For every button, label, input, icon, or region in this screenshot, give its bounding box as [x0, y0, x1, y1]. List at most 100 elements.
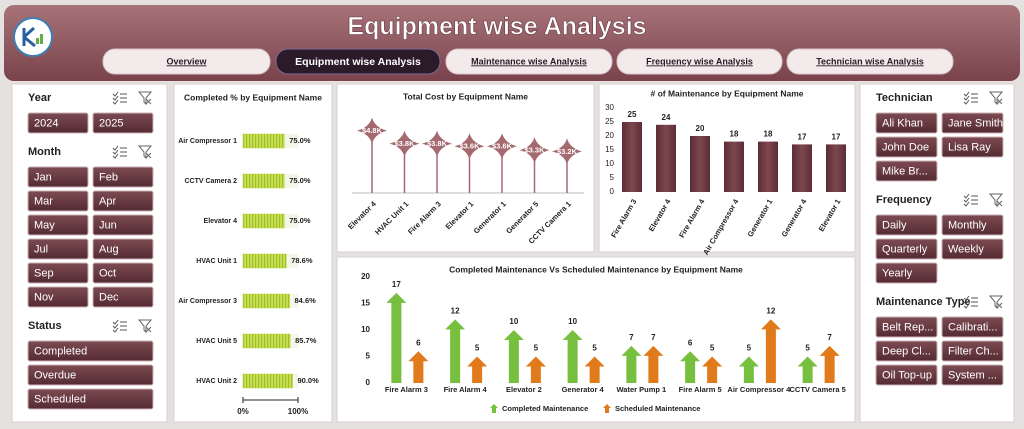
slicer-button[interactable] [941, 316, 1004, 338]
nav-tab-label[interactable]: Overview [166, 56, 207, 66]
multi-select-icon[interactable] [112, 91, 127, 105]
nav-tab[interactable] [786, 48, 954, 75]
slicer-button[interactable] [941, 340, 1004, 362]
slicer-button-label[interactable]: 2024 [34, 117, 58, 129]
slicer-button[interactable] [92, 214, 154, 236]
slicer-button-label[interactable]: Monthly [948, 219, 987, 231]
slicer-button-label[interactable]: Feb [99, 171, 118, 183]
slicer-button[interactable] [27, 364, 154, 386]
slicer-button[interactable] [27, 340, 154, 362]
clear-filter-icon[interactable] [988, 193, 1004, 208]
slicer-button[interactable] [875, 238, 938, 260]
slicer-button[interactable] [941, 214, 1004, 236]
slicer-button[interactable] [92, 190, 154, 212]
slicer-button[interactable] [941, 238, 1004, 260]
slicer-button[interactable] [27, 262, 89, 284]
data-label: 84.6% [295, 296, 317, 305]
icon-stroke [112, 95, 127, 101]
nav-tab-label[interactable]: Maintenance wise Analysis [471, 56, 587, 66]
slicer-button-label[interactable]: Overdue [34, 369, 76, 381]
data-label: 6 [688, 338, 693, 347]
clear-filter-icon[interactable] [137, 319, 153, 334]
slicer-button[interactable] [27, 238, 89, 260]
slicer-button-label[interactable]: Mar [34, 195, 53, 207]
slicer-button-label[interactable]: Mike Br... [882, 165, 928, 177]
data-label: 5 [747, 344, 752, 353]
slicer-button-label[interactable]: Completed [34, 345, 87, 357]
slicer-button[interactable] [92, 166, 154, 188]
slicer-button-label[interactable]: Calibrati... [948, 321, 998, 333]
clear-filter-icon[interactable] [988, 295, 1004, 310]
slicer-button[interactable] [875, 364, 938, 386]
multi-select-icon[interactable] [963, 91, 978, 105]
nav-tab-label[interactable]: Equipment wise Analysis [295, 56, 421, 68]
data-label: 24 [662, 113, 671, 122]
slicer-button[interactable] [875, 160, 938, 182]
slicer-button[interactable] [27, 388, 154, 410]
slicer-button-label[interactable]: 2025 [99, 117, 123, 129]
slicer-button[interactable] [92, 262, 154, 284]
arrow-bar [467, 356, 488, 383]
slicer-button[interactable] [875, 316, 938, 338]
clear-filter-icon[interactable] [137, 91, 153, 106]
slicer-button-label[interactable]: Deep Cl... [882, 345, 931, 357]
slicer-button[interactable] [27, 112, 89, 134]
slicer-button-label[interactable]: Filter Ch... [948, 345, 999, 357]
nav-tab[interactable] [616, 48, 783, 75]
slicer-button-label[interactable]: Jul [34, 243, 48, 255]
slicer-button-label[interactable]: Jane Smith [948, 117, 1003, 129]
slicer-button-label[interactable]: Ali Khan [882, 117, 923, 129]
nav-tab-label[interactable]: Frequency wise Analysis [646, 56, 753, 66]
nav-tab[interactable] [445, 48, 613, 75]
slicer-button[interactable] [92, 238, 154, 260]
slicer-button[interactable] [27, 190, 89, 212]
slicer-button-label[interactable]: Dec [99, 291, 119, 303]
slicer-button-label[interactable]: Yearly [882, 267, 913, 279]
slicer-button-label[interactable]: Apr [99, 195, 116, 207]
y-tick-label: Elevator 4 [204, 218, 238, 225]
multi-select-icon[interactable] [112, 145, 127, 159]
slicer-button[interactable] [875, 340, 938, 362]
slicer-button[interactable] [875, 214, 938, 236]
y-tick-label: 10 [605, 159, 614, 168]
nav-tab[interactable] [275, 48, 441, 75]
slicer-button[interactable] [875, 262, 938, 284]
slicer-button[interactable] [27, 166, 89, 188]
slicer-button-label[interactable]: John Doe [882, 141, 929, 153]
slicer-button-label[interactable]: Sep [34, 267, 54, 279]
slicer-button-label[interactable]: Lisa Ray [948, 141, 991, 153]
nav-tab-label[interactable]: Technician wise Analysis [816, 56, 924, 66]
multi-select-icon[interactable] [963, 193, 978, 207]
nav-tab[interactable] [102, 48, 271, 75]
clear-filter-icon[interactable] [137, 145, 153, 160]
slicer-button-label[interactable]: Weekly [948, 243, 984, 255]
icon-stroke [112, 327, 127, 333]
slicer-button[interactable] [941, 136, 1004, 158]
slicer-button-label[interactable]: Daily [882, 219, 907, 231]
slicer-button[interactable] [875, 136, 938, 158]
slicer-button-label[interactable]: May [34, 219, 55, 231]
slicer-button-label[interactable]: Jan [34, 171, 52, 183]
slicer-button-label[interactable]: Nov [34, 291, 54, 303]
slicer-button-label[interactable]: Oct [99, 267, 116, 279]
slicer-button-label[interactable]: Aug [99, 243, 119, 255]
slicer-button-label[interactable]: Oil Top-up [882, 369, 932, 381]
slicer-button-label[interactable]: Belt Rep... [882, 321, 933, 333]
slicer-button[interactable] [27, 286, 89, 308]
slicer-button[interactable] [941, 112, 1004, 134]
slicer-button[interactable] [92, 286, 154, 308]
slicer-button[interactable] [92, 112, 154, 134]
lollipop-head [454, 133, 485, 160]
slicer-button[interactable] [875, 112, 938, 134]
bar [826, 144, 846, 192]
slicer-button-label[interactable]: Jun [99, 219, 117, 231]
slicer-button-label[interactable]: Quarterly [882, 243, 928, 255]
lollipop-head [422, 130, 452, 157]
multi-select-icon[interactable] [112, 319, 127, 333]
slicer-button[interactable] [27, 214, 89, 236]
slicer-button[interactable] [941, 364, 1004, 386]
multi-select-icon[interactable] [963, 295, 978, 309]
clear-filter-icon[interactable] [988, 91, 1004, 106]
slicer-button-label[interactable]: Scheduled [34, 393, 86, 405]
slicer-button-label[interactable]: System ... [948, 369, 997, 381]
